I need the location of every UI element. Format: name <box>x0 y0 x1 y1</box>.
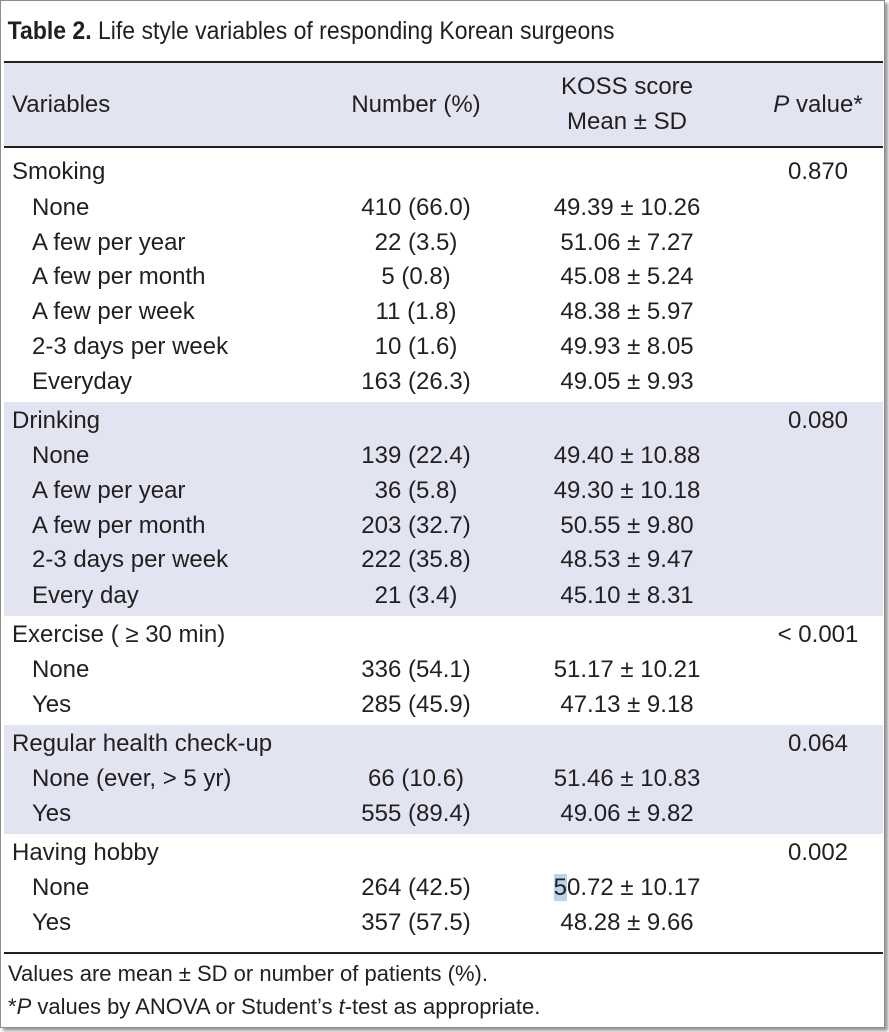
group-having-hobby: Having hobby <box>12 839 159 866</box>
table-row-score: 49.93 ± 8.05 <box>560 333 694 360</box>
table-row-number: 203 (32.7) <box>361 512 471 539</box>
table-row-number: 66 (10.6) <box>367 765 465 792</box>
header-koss-line2: Mean ± SD <box>567 108 687 135</box>
table-row-label: None <box>32 874 90 901</box>
table-row-number: 163 (26.3) <box>361 368 471 395</box>
top-rule <box>4 61 883 63</box>
table-row-number: 410 (66.0) <box>361 194 471 221</box>
table-row-score: 50.55 ± 9.80 <box>560 512 694 539</box>
table-row-label: Every day <box>32 582 139 609</box>
table-row-number: 22 (3.5) <box>374 229 458 256</box>
table-row-label: Yes <box>32 909 72 936</box>
table-row-number: 36 (5.8) <box>374 477 458 504</box>
table-row-label: Everyday <box>32 368 133 395</box>
table-row-label: 2-3 days per week <box>32 333 229 360</box>
footnote-mid: values by ANOVA or Student’s <box>31 994 339 1019</box>
table-row-number: 222 (35.8) <box>361 546 471 573</box>
footnote-values: Values are mean ± SD or number of patien… <box>8 961 488 986</box>
table-row-label: A few per year <box>32 477 186 504</box>
table-row-number: 21 (3.4) <box>374 582 458 609</box>
table-row-score: 50.72 ± 10.17 <box>518 873 736 903</box>
table-row-label: None (ever, > 5 yr) <box>32 765 232 792</box>
header-number: Number (%) <box>351 91 481 118</box>
drinking-band <box>4 402 883 616</box>
table-row-label: A few per year <box>32 229 186 256</box>
footnote-p-italic: P <box>16 994 32 1019</box>
table-row-score: 51.46 ± 10.83 <box>553 765 701 792</box>
table-caption: Life style variables of responding Korea… <box>91 17 615 45</box>
group-exercise: Exercise ( ≥ 30 min) <box>12 621 226 648</box>
header-band <box>4 62 883 146</box>
table-row-number: 555 (89.4) <box>361 800 471 827</box>
footnote-t-italic: t <box>338 994 345 1019</box>
table-row-score: 47.13 ± 9.18 <box>560 691 694 718</box>
header-koss-line1: KOSS score <box>560 73 694 100</box>
table-row-label: Yes <box>32 691 72 718</box>
footnote-end: -test as appropriate. <box>344 994 541 1019</box>
table-row-number: 285 (45.9) <box>361 691 471 718</box>
p-smoking: 0.870 <box>787 158 849 185</box>
table-row-label: A few per month <box>32 512 206 539</box>
table-row-label: None <box>32 442 90 469</box>
table-row-score: 45.10 ± 8.31 <box>560 582 694 609</box>
table-row-number: 264 (42.5) <box>361 874 471 901</box>
table-row-score: 49.05 ± 9.93 <box>560 368 694 395</box>
group-drinking: Drinking <box>12 407 101 434</box>
p-exercise: < 0.001 <box>777 621 859 648</box>
table-row-score: 49.06 ± 9.82 <box>560 800 694 827</box>
header-variables: Variables <box>12 91 111 118</box>
score-rest: 0.72 ± 10.17 <box>567 874 701 901</box>
table-row-number: 139 (22.4) <box>361 442 471 469</box>
table-row-number: 10 (1.6) <box>374 333 458 360</box>
table-row-score: 48.28 ± 9.66 <box>560 909 694 936</box>
footnote-p-values: *P values by ANOVA or Student’s t-test a… <box>8 993 540 1021</box>
table-row-score: 49.40 ± 10.88 <box>553 442 701 469</box>
table-row-number: 5 (0.8) <box>381 263 451 290</box>
table-row-label: None <box>32 194 90 221</box>
header-p-value: P value* <box>752 90 884 120</box>
header-p-italic: P <box>773 91 790 118</box>
checkup-band <box>4 725 883 834</box>
table-row-score: 49.30 ± 10.18 <box>553 477 701 504</box>
table-number: Table 2. <box>7 17 92 45</box>
text-selection-highlight[interactable]: 5 <box>553 874 568 901</box>
p-having-hobby: 0.002 <box>787 839 849 866</box>
table-row-label: Yes <box>32 800 72 827</box>
table-row-label: 2-3 days per week <box>32 546 229 573</box>
p-health-checkup: 0.064 <box>787 730 849 757</box>
table-row-number: 11 (1.8) <box>375 298 457 325</box>
table-row-score: 45.08 ± 5.24 <box>560 263 694 290</box>
table-title: Table 2. Life style variables of respond… <box>4 0 813 62</box>
table-row-label: A few per week <box>32 298 195 325</box>
table-row-score: 51.17 ± 10.21 <box>553 656 701 683</box>
bottom-rule <box>4 952 883 954</box>
table-row-score: 48.53 ± 9.47 <box>560 546 694 573</box>
footnote-star: * <box>8 994 17 1019</box>
table-row-label: A few per month <box>32 263 206 290</box>
table-row-label: None <box>32 656 90 683</box>
table-row-number: 336 (54.1) <box>361 656 471 683</box>
table-row-score: 48.38 ± 5.97 <box>560 298 694 325</box>
group-smoking: Smoking <box>12 158 106 185</box>
table-row-score: 51.06 ± 7.27 <box>560 229 694 256</box>
header-rule <box>4 146 883 148</box>
p-drinking: 0.080 <box>787 407 849 434</box>
header-p-rest: value* <box>789 91 863 118</box>
table-row-number: 357 (57.5) <box>361 909 471 936</box>
table-row-score: 49.39 ± 10.26 <box>553 194 701 221</box>
group-health-checkup: Regular health check-up <box>12 730 273 757</box>
